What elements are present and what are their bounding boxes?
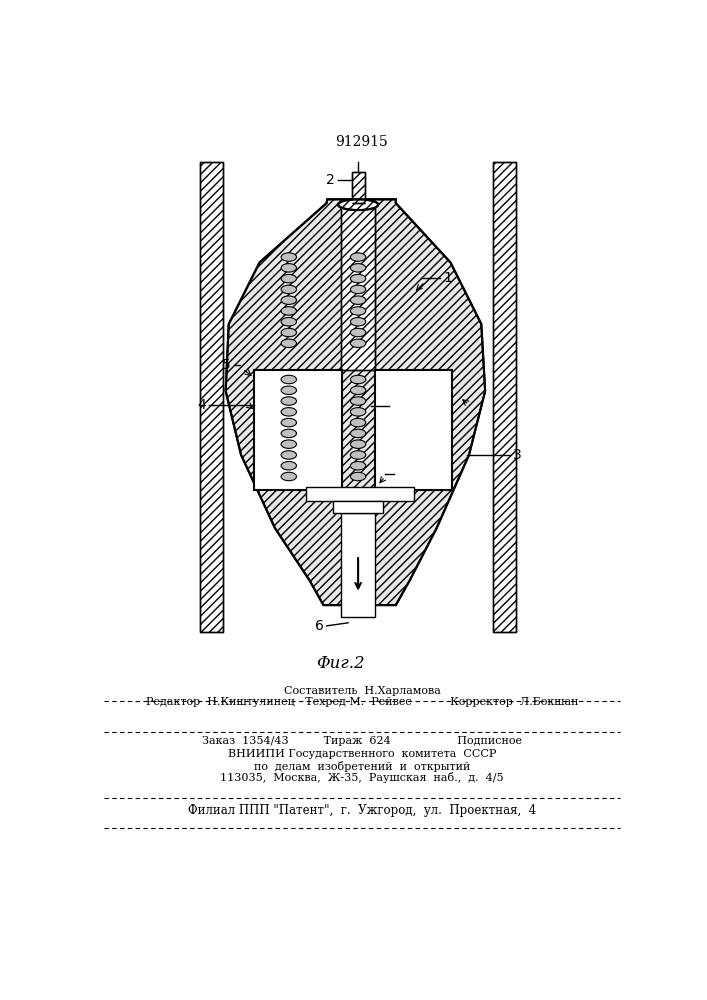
Text: Составитель  Н.Харламова: Составитель Н.Харламова: [284, 686, 440, 696]
Ellipse shape: [281, 375, 296, 384]
Text: ВНИИПИ Государственного  комитета  СССР: ВНИИПИ Государственного комитета СССР: [228, 749, 496, 759]
Ellipse shape: [281, 461, 296, 470]
Ellipse shape: [281, 429, 296, 438]
Ellipse shape: [351, 397, 366, 405]
Bar: [200, 162, 223, 632]
Text: 1: 1: [443, 271, 452, 285]
Ellipse shape: [351, 408, 366, 416]
Text: 4: 4: [198, 398, 206, 412]
Bar: [200, 162, 223, 632]
Ellipse shape: [351, 440, 366, 448]
Ellipse shape: [351, 253, 366, 261]
Bar: [493, 162, 516, 632]
Ellipse shape: [281, 440, 296, 448]
Text: 912915: 912915: [336, 135, 388, 149]
Bar: [334, 501, 382, 513]
Text: 113035,  Москва,  Ж-35,  Раушская  наб.,  д.  4/5: 113035, Москва, Ж-35, Раушская наб., д. …: [220, 772, 504, 783]
Ellipse shape: [351, 318, 366, 326]
Text: Филиал ППП "Патент",  г.  Ужгород,  ул.  Проектная,  4: Филиал ППП "Патент", г. Ужгород, ул. Про…: [188, 804, 536, 817]
Ellipse shape: [351, 328, 366, 337]
Bar: [254, 370, 342, 490]
Ellipse shape: [281, 253, 296, 261]
Bar: [341, 513, 375, 617]
Bar: [493, 162, 516, 632]
Ellipse shape: [351, 307, 366, 315]
Ellipse shape: [281, 451, 296, 459]
Ellipse shape: [281, 307, 296, 315]
Ellipse shape: [351, 386, 366, 395]
Ellipse shape: [281, 328, 296, 337]
Text: Заказ  1354/43          Тираж  624                   Подписное: Заказ 1354/43 Тираж 624 Подписное: [202, 736, 522, 746]
Bar: [352, 172, 365, 203]
Text: 2: 2: [326, 173, 335, 187]
Bar: [341, 203, 375, 370]
Ellipse shape: [281, 264, 296, 272]
Ellipse shape: [338, 199, 378, 210]
Bar: [352, 172, 365, 203]
Ellipse shape: [351, 264, 366, 272]
Text: 5: 5: [222, 358, 231, 372]
Text: Φиг.2: Φиг.2: [316, 655, 365, 672]
Text: по  делам  изобретений  и  открытий: по делам изобретений и открытий: [254, 761, 470, 772]
Ellipse shape: [281, 339, 296, 348]
Text: Редактор  Н.Киштулинец   Техред М.  Рейвес           Корректор  Л.Бокшан: Редактор Н.Киштулинец Техред М. Рейвес К…: [146, 697, 578, 707]
Ellipse shape: [281, 472, 296, 481]
Ellipse shape: [281, 274, 296, 283]
Bar: [305, 487, 414, 501]
Bar: [341, 203, 375, 370]
Ellipse shape: [281, 386, 296, 395]
Ellipse shape: [281, 296, 296, 304]
Ellipse shape: [351, 375, 366, 384]
Ellipse shape: [281, 418, 296, 427]
Ellipse shape: [351, 418, 366, 427]
Text: 8: 8: [391, 399, 400, 413]
Ellipse shape: [351, 472, 366, 481]
Text: 3: 3: [513, 448, 522, 462]
Ellipse shape: [351, 461, 366, 470]
Ellipse shape: [281, 408, 296, 416]
Ellipse shape: [351, 274, 366, 283]
Ellipse shape: [281, 318, 296, 326]
Ellipse shape: [351, 451, 366, 459]
Ellipse shape: [281, 397, 296, 405]
Polygon shape: [226, 199, 485, 605]
Text: 7: 7: [397, 467, 405, 481]
Text: 6: 6: [315, 619, 324, 633]
Ellipse shape: [351, 429, 366, 438]
Bar: [375, 370, 452, 490]
Ellipse shape: [351, 285, 366, 294]
Ellipse shape: [351, 339, 366, 348]
Ellipse shape: [351, 296, 366, 304]
Ellipse shape: [281, 285, 296, 294]
